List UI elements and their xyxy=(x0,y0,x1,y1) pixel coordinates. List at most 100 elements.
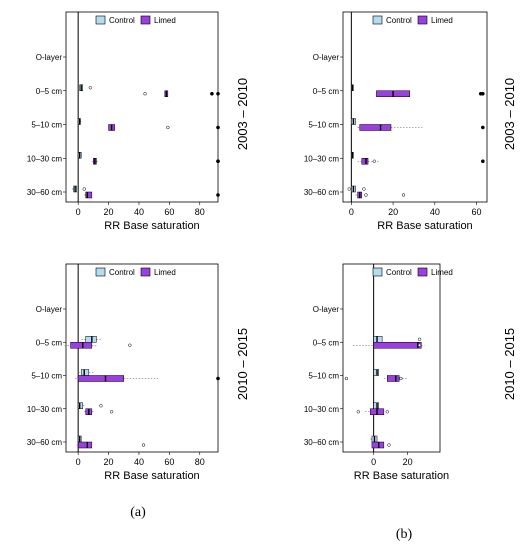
legend-label-control: Control xyxy=(109,268,135,277)
box-control xyxy=(77,402,103,409)
box-iqr xyxy=(373,342,422,349)
box-control xyxy=(78,369,94,376)
box-limed xyxy=(75,375,220,382)
box-control xyxy=(351,152,354,159)
box-control xyxy=(81,336,101,343)
outlier-point xyxy=(347,187,351,191)
category-label: 5–10 cm xyxy=(31,121,62,130)
period-label-top-left: 2003 – 2010 xyxy=(235,78,250,150)
box-control xyxy=(373,369,379,376)
outlier-point xyxy=(166,125,170,130)
box-iqr xyxy=(77,375,125,382)
legend-swatch-control xyxy=(95,267,106,277)
box-control xyxy=(351,118,356,125)
x-axis-label: RR Base saturation xyxy=(104,220,199,232)
x-tick-label: 60 xyxy=(164,207,174,217)
category-label: O-layer xyxy=(313,305,340,314)
x-tick-label: 20 xyxy=(104,207,114,217)
outlier-point xyxy=(210,91,214,96)
x-tick-label: 40 xyxy=(134,207,144,217)
outlier-point xyxy=(216,376,220,381)
box-iqr xyxy=(80,369,90,376)
box-iqr xyxy=(359,124,392,131)
outlier-point xyxy=(216,159,220,164)
category-label: 5–10 cm xyxy=(31,372,62,381)
legend: Control Limed xyxy=(372,15,453,25)
box-limed xyxy=(76,441,146,449)
box-limed xyxy=(344,375,408,382)
legend-swatch-control xyxy=(372,15,383,25)
box-control xyxy=(77,435,82,443)
legend: Control Limed xyxy=(372,267,453,277)
plot-frame xyxy=(65,263,219,453)
legend: Control Limed xyxy=(95,267,176,277)
outlier-point xyxy=(356,410,360,414)
outlier-point xyxy=(480,125,485,130)
legend-label-limed: Limed xyxy=(431,268,453,277)
legend-label-control: Control xyxy=(109,16,135,25)
chart-a-2010-2015: Control Limed O-layer 0–5 cm 5–10 cm 10–30 cm… xyxy=(27,263,220,482)
box-limed xyxy=(371,441,391,449)
box-control xyxy=(72,185,86,193)
outlier-point xyxy=(417,343,422,347)
box-iqr xyxy=(77,402,83,409)
box-limed xyxy=(356,408,389,415)
outlier-point xyxy=(128,343,132,347)
category-label: 0–5 cm xyxy=(36,338,63,347)
outlier-point xyxy=(216,193,220,197)
legend-swatch-control xyxy=(95,15,106,25)
legend-swatch-limed xyxy=(417,267,428,277)
legend-swatch-limed xyxy=(140,267,151,277)
box-limed xyxy=(355,191,406,199)
box-limed xyxy=(84,408,114,415)
category-label: 10–30 cm xyxy=(304,154,339,163)
category-label: 10–30 cm xyxy=(27,154,62,163)
subfigure-label-b: (b) xyxy=(396,527,413,542)
chart-b-2003-2010: Control Limed O-layer 0–5 cm 5–10 cm 10–30 cm… xyxy=(304,11,488,232)
period-label-top: 2003 – 2010 xyxy=(502,78,517,150)
x-tick-label: 40 xyxy=(134,457,144,467)
plot-frame xyxy=(342,263,441,453)
box-limed xyxy=(64,342,132,349)
box-control xyxy=(373,402,379,409)
x-tick-label: 20 xyxy=(403,457,413,467)
category-label: 30–60 cm xyxy=(27,438,62,447)
outlier-point xyxy=(109,410,114,414)
legend-swatch-limed xyxy=(140,15,151,25)
category-label: O-layer xyxy=(36,305,63,314)
box-control xyxy=(351,84,354,91)
category-label: 5–10 cm xyxy=(308,372,339,381)
legend-label-limed: Limed xyxy=(154,16,176,25)
box-iqr xyxy=(373,336,383,343)
x-tick-label: 40 xyxy=(430,207,440,217)
outlier-point xyxy=(82,187,86,191)
category-label: 30–60 cm xyxy=(27,188,62,197)
outlier-point xyxy=(399,376,403,381)
box-iqr xyxy=(371,441,385,449)
period-label-bottom: 2010 – 2015 xyxy=(235,328,250,400)
outlier-point xyxy=(385,410,389,414)
box-control xyxy=(373,336,422,343)
outlier-point xyxy=(480,159,485,164)
box-limed xyxy=(143,90,220,97)
legend-swatch-control xyxy=(372,267,383,277)
box-iqr xyxy=(373,402,379,409)
plot-frame xyxy=(342,11,488,203)
box-limed xyxy=(108,124,220,131)
outlier-point xyxy=(141,443,146,447)
x-tick-label: 0 xyxy=(371,457,376,467)
x-axis-label: RR Base saturation xyxy=(104,470,199,482)
x-tick-label: 80 xyxy=(195,457,205,467)
x-tick-label: 80 xyxy=(195,207,205,217)
outlier-point xyxy=(362,187,366,191)
box-limed xyxy=(84,191,220,199)
category-label: 0–5 cm xyxy=(313,87,340,96)
legend: Control Limed xyxy=(95,15,176,25)
box-iqr xyxy=(361,158,369,165)
box-control xyxy=(347,185,366,193)
box-limed xyxy=(376,90,485,97)
category-label: 0–5 cm xyxy=(36,87,63,96)
outlier-point xyxy=(88,86,92,90)
x-tick-label: 60 xyxy=(164,457,174,467)
